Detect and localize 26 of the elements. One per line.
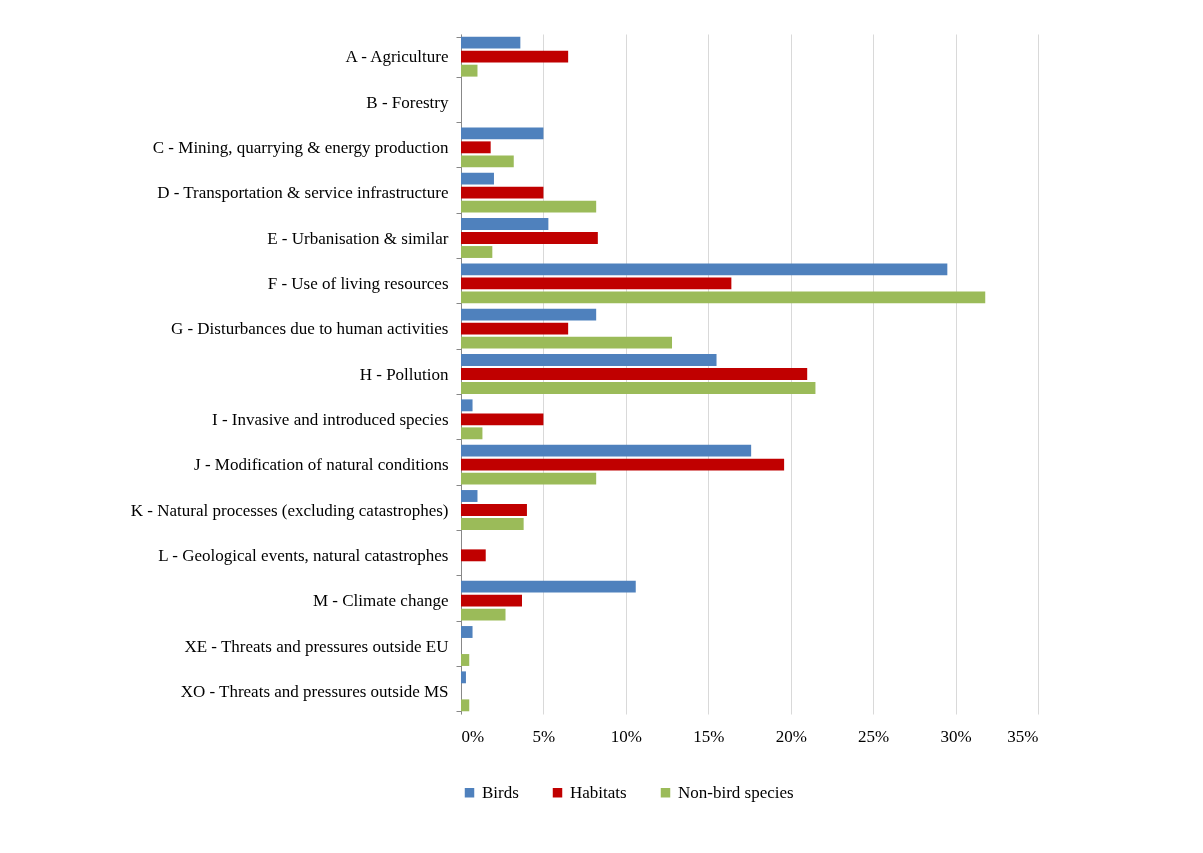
x-tick-label: 5%	[532, 726, 556, 746]
y-tick-label: C - Mining, quarrying & energy production	[152, 137, 449, 157]
y-tick-label: K - Natural processes (excluding catastrophes)	[130, 500, 449, 520]
x-tick-label: 30%	[940, 726, 972, 746]
y-tick-label: G - Disturbances due to human activities	[170, 319, 449, 339]
y-tick-label: M - Climate change	[313, 591, 449, 611]
y-tick-label: XE - Threats and pressures outside EU	[184, 636, 449, 656]
y-tick-label: D - Transportation & service infrastructure	[157, 183, 449, 203]
legend-label: Birds	[482, 782, 519, 802]
x-tick-label: 15%	[693, 726, 725, 746]
legend-label: Non-bird species	[678, 782, 794, 802]
x-tick-label: 20%	[775, 726, 807, 746]
y-tick-label: L - Geological events, natural catastrophes	[158, 545, 449, 565]
y-tick-label: F - Use of living resources	[267, 273, 449, 293]
x-tick-label: 0%	[461, 726, 485, 746]
y-tick-label: H - Pollution	[359, 364, 449, 384]
y-tick-label: I - Invasive and introduced species	[212, 409, 449, 429]
y-tick-label: E - Urbanisation & similar	[267, 228, 449, 248]
x-tick-label: 25%	[858, 726, 890, 746]
x-tick-label: 35%	[1007, 726, 1039, 746]
y-tick-label: XO - Threats and pressures outside MS	[180, 681, 449, 701]
legend-label: Habitats	[570, 782, 627, 802]
y-tick-label: A - Agriculture	[345, 47, 449, 67]
y-tick-label: J - Modification of natural conditions	[194, 455, 449, 475]
x-tick-label: 10%	[610, 726, 642, 746]
y-tick-label: B - Forestry	[366, 92, 449, 112]
